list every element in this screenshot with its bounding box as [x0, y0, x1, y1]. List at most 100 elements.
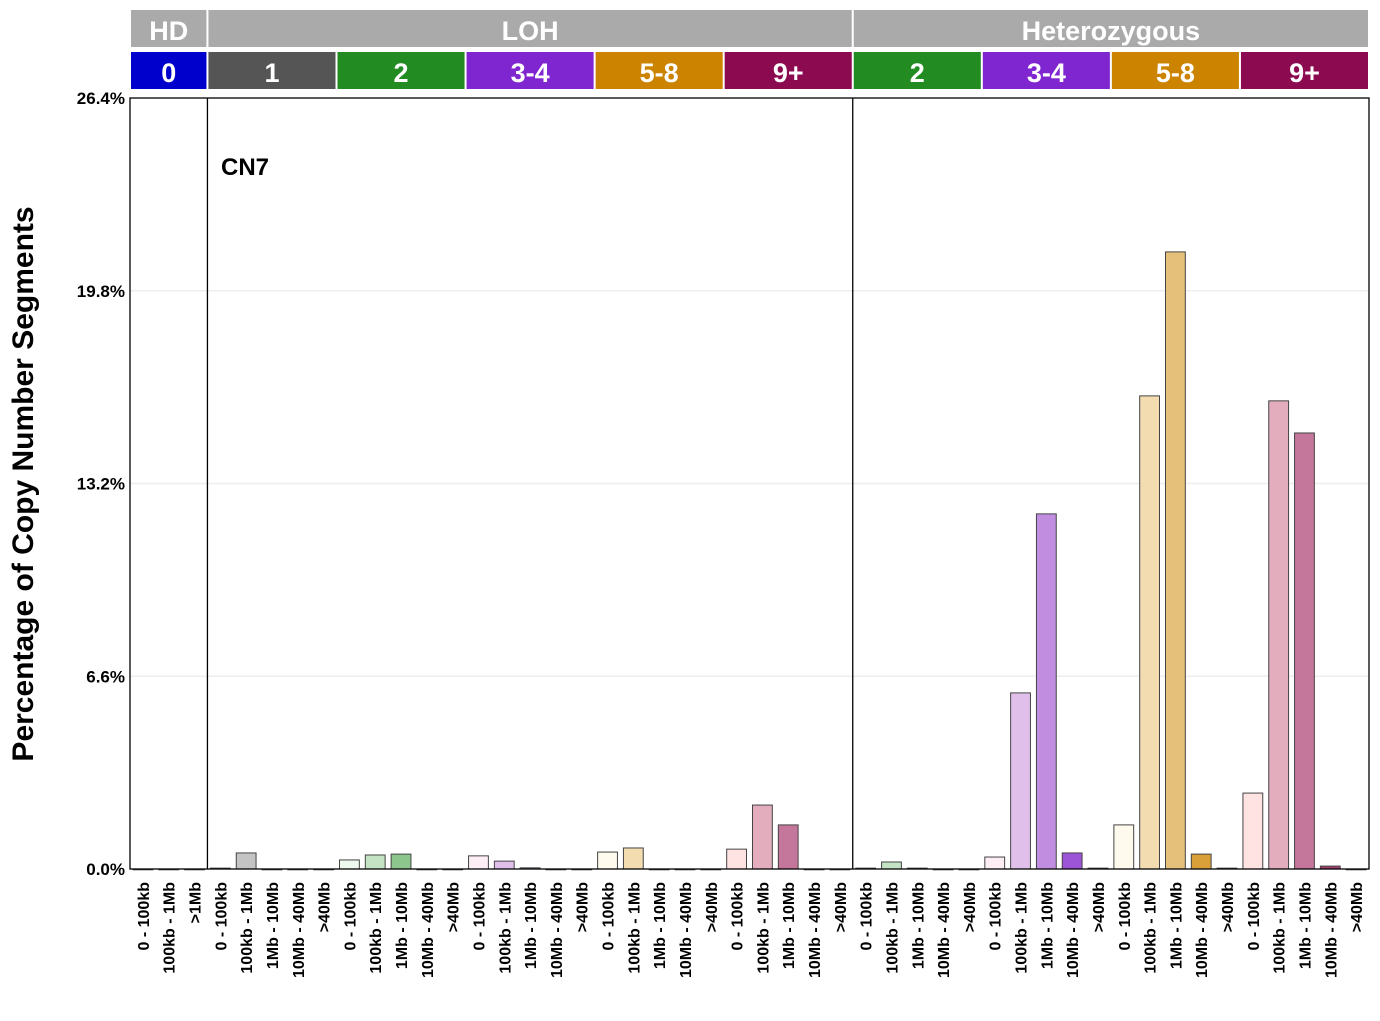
- cn-group-header: [131, 52, 207, 89]
- x-tick-label: 0 - 100kb: [730, 882, 747, 951]
- bar: [364, 854, 386, 870]
- x-tick-label: 100kb - 1Mb: [239, 882, 256, 974]
- y-tick-label: 6.6%: [86, 667, 125, 686]
- bar: [468, 855, 489, 870]
- bar: [622, 847, 644, 870]
- bar: [881, 861, 902, 870]
- x-tick-label: 100kb - 1Mb: [368, 882, 385, 974]
- bar: [339, 859, 360, 870]
- bar: [1113, 824, 1135, 870]
- x-tick-label: 0 - 100kb: [988, 882, 1005, 951]
- x-tick-label: 10Mb - 40Mb: [420, 882, 437, 978]
- x-tick-label: 10Mb - 40Mb: [807, 882, 824, 978]
- top-group-label: Heterozygous: [1022, 16, 1201, 46]
- x-tick-label: 100kb - 1Mb: [1143, 882, 1160, 974]
- x-tick-label: 10Mb - 40Mb: [1065, 882, 1082, 978]
- cn-group-header: [337, 52, 465, 89]
- cn-group-label: 5-8: [640, 58, 679, 88]
- plot-frame: [129, 97, 1370, 870]
- bar: [1139, 395, 1160, 870]
- x-tick-label: >40Mb: [317, 882, 334, 932]
- cn-group-label: 9+: [773, 58, 804, 88]
- cn-group-label: 0: [161, 58, 176, 88]
- bar: [1294, 432, 1315, 870]
- x-tick-label: >40Mb: [575, 882, 592, 932]
- cn-group-header: [595, 52, 723, 89]
- x-tick-label: 10Mb - 40Mb: [1194, 882, 1211, 978]
- cn-group-label: 2: [910, 58, 925, 88]
- bar: [235, 852, 257, 870]
- bar: [390, 853, 412, 870]
- cn-group-label: 5-8: [1156, 58, 1195, 88]
- cn-group-header: [853, 52, 981, 89]
- cn-group-label: 9+: [1289, 58, 1320, 88]
- y-tick-label: 13.2%: [77, 475, 125, 494]
- y-axis-label: Percentage of Copy Number Segments: [7, 206, 40, 761]
- x-tick-label: 1Mb - 10Mb: [781, 882, 798, 969]
- top-group-label: LOH: [502, 16, 559, 46]
- top-group-header: [853, 10, 1368, 47]
- x-tick-label: 0 - 100kb: [1246, 882, 1263, 951]
- x-tick-label: >40Mb: [833, 882, 850, 932]
- bar: [1190, 853, 1212, 870]
- x-tick-label: 0 - 100kb: [859, 882, 876, 951]
- x-tick-label: >40Mb: [446, 882, 463, 932]
- x-tick-label: 100kb - 1Mb: [1014, 882, 1031, 974]
- cn-group-label: 3-4: [1027, 58, 1066, 88]
- bar: [1010, 692, 1031, 870]
- bar: [1268, 400, 1290, 870]
- cn-group-header: [1111, 52, 1239, 89]
- x-tick-label: 10Mb - 40Mb: [549, 882, 566, 978]
- cn-group-label: 3-4: [511, 58, 550, 88]
- bar: [752, 804, 773, 870]
- x-tick-label: 10Mb - 40Mb: [291, 882, 308, 978]
- x-tick-label: 100kb - 1Mb: [755, 882, 772, 974]
- x-tick-label: 100kb - 1Mb: [497, 882, 514, 974]
- y-tick-label: 0.0%: [86, 860, 125, 879]
- y-tick-label: 26.4%: [77, 89, 125, 108]
- x-tick-label: >40Mb: [1220, 882, 1237, 932]
- bar: [1035, 513, 1057, 870]
- bar: [597, 851, 618, 870]
- x-tick-label: 10Mb - 40Mb: [678, 882, 695, 978]
- cn-group-label: 2: [394, 58, 409, 88]
- x-tick-label: >40Mb: [1091, 882, 1108, 932]
- x-tick-label: 10Mb - 40Mb: [1323, 882, 1340, 978]
- x-tick-label: 0 - 100kb: [136, 882, 153, 951]
- x-tick-label: 100kb - 1Mb: [162, 882, 179, 974]
- annotation-label: CN7: [221, 154, 269, 181]
- bar: [777, 824, 799, 870]
- x-tick-label: 0 - 100kb: [213, 882, 230, 951]
- x-tick-label: 1Mb - 10Mb: [910, 882, 927, 969]
- x-tick-label: 0 - 100kb: [342, 882, 359, 951]
- x-tick-label: 1Mb - 10Mb: [265, 882, 282, 969]
- x-tick-label: 0 - 100kb: [1117, 882, 1134, 951]
- top-group-label: HD: [149, 16, 188, 46]
- x-tick-label: 100kb - 1Mb: [884, 882, 901, 974]
- x-tick-label: 1Mb - 10Mb: [652, 882, 669, 969]
- cn-group-header: [208, 52, 336, 89]
- x-tick-label: 10Mb - 40Mb: [936, 882, 953, 978]
- x-tick-label: >40Mb: [704, 882, 721, 932]
- x-tick-label: 1Mb - 10Mb: [1168, 882, 1185, 969]
- cn-group-header: [1240, 52, 1368, 89]
- y-tick-label: 19.8%: [77, 282, 125, 301]
- bar: [1242, 792, 1264, 870]
- cn-group-header: [724, 52, 852, 89]
- x-tick-label: 1Mb - 10Mb: [523, 882, 540, 969]
- cn-group-header: [466, 52, 594, 89]
- x-tick-label: 0 - 100kb: [601, 882, 618, 951]
- cn-group-label: 1: [264, 58, 279, 88]
- x-tick-label: >40Mb: [962, 882, 979, 932]
- x-tick-label: >40Mb: [1349, 882, 1366, 932]
- x-tick-label: 1Mb - 10Mb: [1039, 882, 1056, 969]
- x-tick-label: 100kb - 1Mb: [626, 882, 643, 974]
- bar: [1061, 852, 1083, 870]
- cn-group-header: [982, 52, 1110, 89]
- x-tick-label: >1Mb: [188, 882, 205, 924]
- bar: [1165, 251, 1186, 870]
- x-tick-label: 100kb - 1Mb: [1272, 882, 1289, 974]
- top-group-header: [131, 10, 207, 47]
